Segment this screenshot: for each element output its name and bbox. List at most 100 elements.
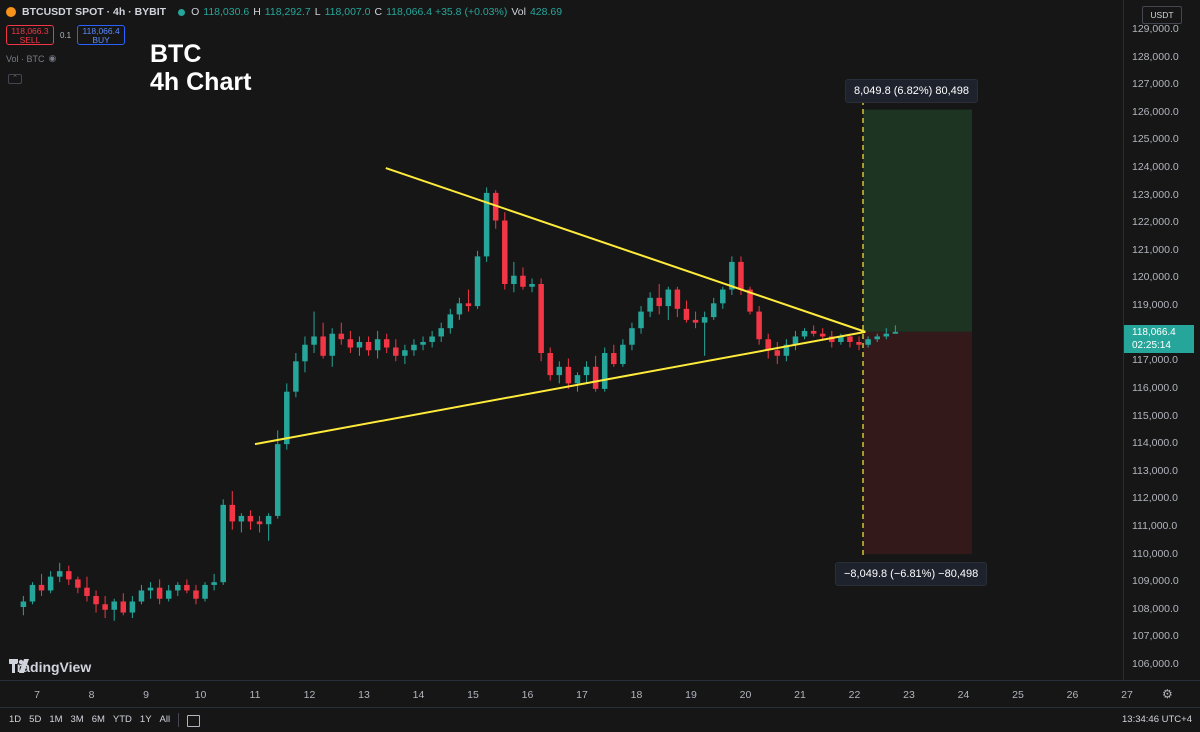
candle-up xyxy=(447,314,454,329)
candle-down xyxy=(383,339,390,348)
price-tick-label: 123,000.0 xyxy=(1132,188,1179,201)
price-tick-label: 129,000.0 xyxy=(1132,23,1179,35)
candle-down xyxy=(520,275,526,287)
price-tick-label: 122,000.0 xyxy=(1132,216,1179,229)
candle-down xyxy=(611,353,617,365)
eye-icon[interactable]: ◉ xyxy=(48,53,57,63)
sell-label: SELL xyxy=(19,35,41,45)
time-tick-label: 20 xyxy=(739,689,752,701)
candle-down xyxy=(66,571,72,580)
candle-up xyxy=(356,341,363,348)
candle-up xyxy=(638,311,644,329)
sell-button[interactable]: 118,066.3 SELL xyxy=(6,25,54,45)
candle-down xyxy=(765,339,771,351)
range-ytd[interactable]: YTD xyxy=(112,714,132,725)
range-6m[interactable]: 6M xyxy=(91,714,105,725)
symbol-title[interactable]: BTCUSDT SPOT · 4h · BYBIT xyxy=(22,6,167,18)
candle-up xyxy=(838,336,844,342)
chart-annotation-title: BTC 4h Chart xyxy=(150,40,251,96)
candle-up xyxy=(129,601,136,613)
candle-down xyxy=(256,521,263,525)
bar-countdown: 02:25:14 xyxy=(1132,340,1171,351)
time-tick-label: 21 xyxy=(794,689,806,701)
measure-lower-label[interactable]: −8,049.8 (−6.81%) −80,498 xyxy=(835,562,988,586)
time-tick-label: 17 xyxy=(576,689,588,701)
candle-down xyxy=(38,584,45,591)
range-5d[interactable]: 5D xyxy=(29,714,42,725)
candle-down xyxy=(683,308,690,320)
chart-area[interactable] xyxy=(0,0,1123,680)
candle-up xyxy=(220,504,226,583)
time-tick-label: 11 xyxy=(249,689,261,701)
time-tick-label: 26 xyxy=(1066,689,1079,701)
candle-up xyxy=(792,336,799,345)
range-3m[interactable]: 3M xyxy=(70,714,84,725)
candle-down xyxy=(347,339,354,348)
brand-name: TradingView xyxy=(9,659,92,675)
candle-up xyxy=(665,289,672,307)
candle-up xyxy=(329,333,335,356)
candle-up xyxy=(729,261,735,290)
time-tick-label: 15 xyxy=(467,689,479,701)
settings-gear-icon[interactable]: ⚙ xyxy=(1162,687,1173,701)
buy-price: 118,066.4 xyxy=(82,26,120,36)
time-tick-label: 13 xyxy=(358,689,370,701)
target-zone xyxy=(863,109,972,332)
sell-price: 118,066.3 xyxy=(11,26,49,36)
candle-down xyxy=(365,341,372,351)
range-buttons: 1D 5D 1M 3M 6M YTD 1Y All xyxy=(9,713,201,727)
candle-up xyxy=(374,339,381,351)
bitcoin-icon xyxy=(6,7,16,17)
candle-up xyxy=(238,515,245,522)
candle-up xyxy=(529,284,535,287)
price-chart[interactable] xyxy=(0,0,1123,680)
range-1y[interactable]: 1Y xyxy=(139,714,152,725)
range-1m[interactable]: 1M xyxy=(49,714,63,725)
time-tick-label: 27 xyxy=(1121,689,1133,701)
candle-up xyxy=(202,584,208,599)
price-tick-label: 109,000.0 xyxy=(1132,575,1179,588)
calendar-icon[interactable] xyxy=(187,715,201,727)
candle-up xyxy=(402,350,408,356)
price-tick-label: 124,000.0 xyxy=(1132,161,1179,174)
range-1d[interactable]: 1D xyxy=(9,714,22,725)
time-axis[interactable]: 7 8 9 10 11 12 13 14 15 16 17 18 19 20 21 22 23 24 25 26 27 … xyxy=(0,680,1200,707)
candle-down xyxy=(75,579,81,588)
candle-up xyxy=(302,344,308,362)
volume-indicator[interactable]: Vol · BTC ◉ xyxy=(6,53,56,64)
candle-down xyxy=(156,587,163,599)
price-tick-label: 126,000.0 xyxy=(1132,105,1179,118)
candle-up xyxy=(583,366,590,376)
time-tick-label: 18 xyxy=(630,689,643,701)
candle-up xyxy=(629,328,635,345)
currency-selector[interactable]: USDT xyxy=(1142,6,1182,24)
resistance-trendline xyxy=(385,167,866,333)
candle-up xyxy=(20,601,27,608)
time-tick-label: 12 xyxy=(303,689,316,701)
candle-up xyxy=(556,366,563,376)
candle-up xyxy=(265,515,272,525)
collapse-legend-icon[interactable]: ⌃ xyxy=(8,74,22,84)
candle-down xyxy=(120,601,127,613)
candle-up xyxy=(111,601,117,610)
symbol-header[interactable]: BTCUSDT SPOT · 4h · BYBIT O 118,030.6 H 11… xyxy=(6,6,562,18)
price-tick-label: 119,000.0 xyxy=(1132,299,1178,312)
candle-up xyxy=(284,391,290,445)
bottom-toolbar: 1D 5D 1M 3M 6M YTD 1Y All 13:34:46 UTC+4 xyxy=(0,707,1200,732)
buy-button[interactable]: 118,066.4 BUY xyxy=(77,25,126,45)
time-tick-label: 23 xyxy=(903,689,915,701)
candle-up xyxy=(892,331,899,334)
range-all[interactable]: All xyxy=(159,714,171,725)
time-tick-label: 7 xyxy=(34,689,40,701)
candle-up xyxy=(429,336,435,342)
candle-up xyxy=(883,333,890,337)
price-tick-label: 108,000.0 xyxy=(1132,602,1179,615)
measure-upper-label[interactable]: 8,049.8 (6.82%) 80,498 xyxy=(845,79,978,103)
candle-down xyxy=(338,333,345,340)
candle-up xyxy=(710,303,717,318)
tradingview-logo[interactable]: TradingView xyxy=(9,659,91,675)
clock[interactable]: 13:34:46 UTC+4 xyxy=(1122,714,1192,725)
candle-up xyxy=(175,584,181,591)
price-tick-label: 115,000.0 xyxy=(1132,409,1178,422)
candle-down xyxy=(592,366,599,389)
